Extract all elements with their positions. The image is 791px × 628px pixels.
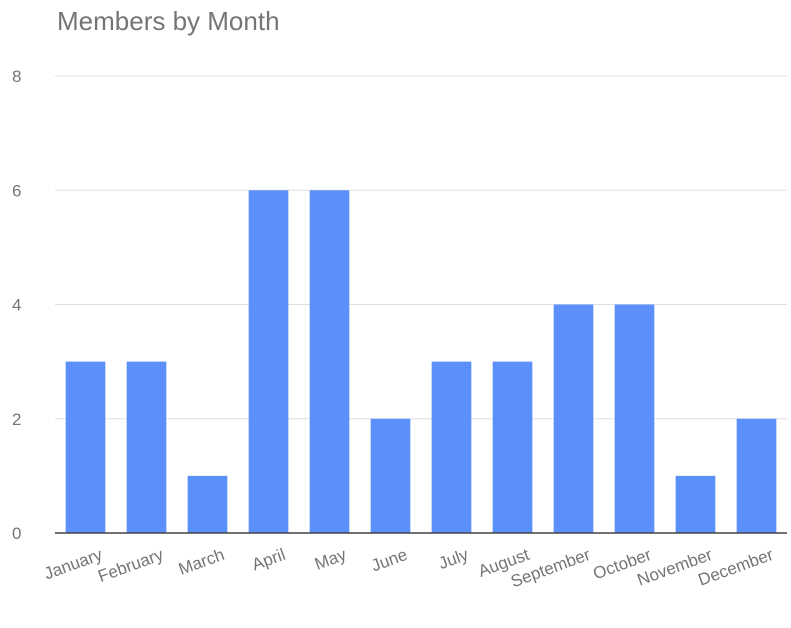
x-tick-label: April xyxy=(249,545,287,574)
bar-july xyxy=(431,361,472,533)
chart-title: Members by Month xyxy=(57,6,280,36)
x-tick-label: June xyxy=(369,545,410,575)
x-tick-label: March xyxy=(176,545,227,579)
bar-march xyxy=(187,475,228,533)
x-tick-label: July xyxy=(436,545,471,573)
y-tick-label: 4 xyxy=(12,296,21,315)
y-tick-label: 2 xyxy=(12,410,21,429)
bar-january xyxy=(65,361,106,533)
bar-december xyxy=(736,418,777,533)
y-tick-label: 6 xyxy=(12,181,21,200)
bar-june xyxy=(370,418,411,533)
bar-november xyxy=(675,475,716,533)
x-tick-label: January xyxy=(42,545,106,584)
y-tick-label: 8 xyxy=(12,67,21,86)
x-tick-label: May xyxy=(312,545,349,574)
grid-lines xyxy=(55,75,787,420)
bar-may xyxy=(309,190,350,533)
bar-april xyxy=(248,190,289,533)
bars xyxy=(65,190,777,533)
y-tick-label: 0 xyxy=(12,524,21,543)
x-tick-label: February xyxy=(95,545,166,586)
bar-september xyxy=(553,304,594,533)
y-tick-labels: 0 2 4 6 8 xyxy=(12,67,21,543)
bar-february xyxy=(126,361,167,533)
bar-october xyxy=(614,304,655,533)
bar-august xyxy=(492,361,533,533)
